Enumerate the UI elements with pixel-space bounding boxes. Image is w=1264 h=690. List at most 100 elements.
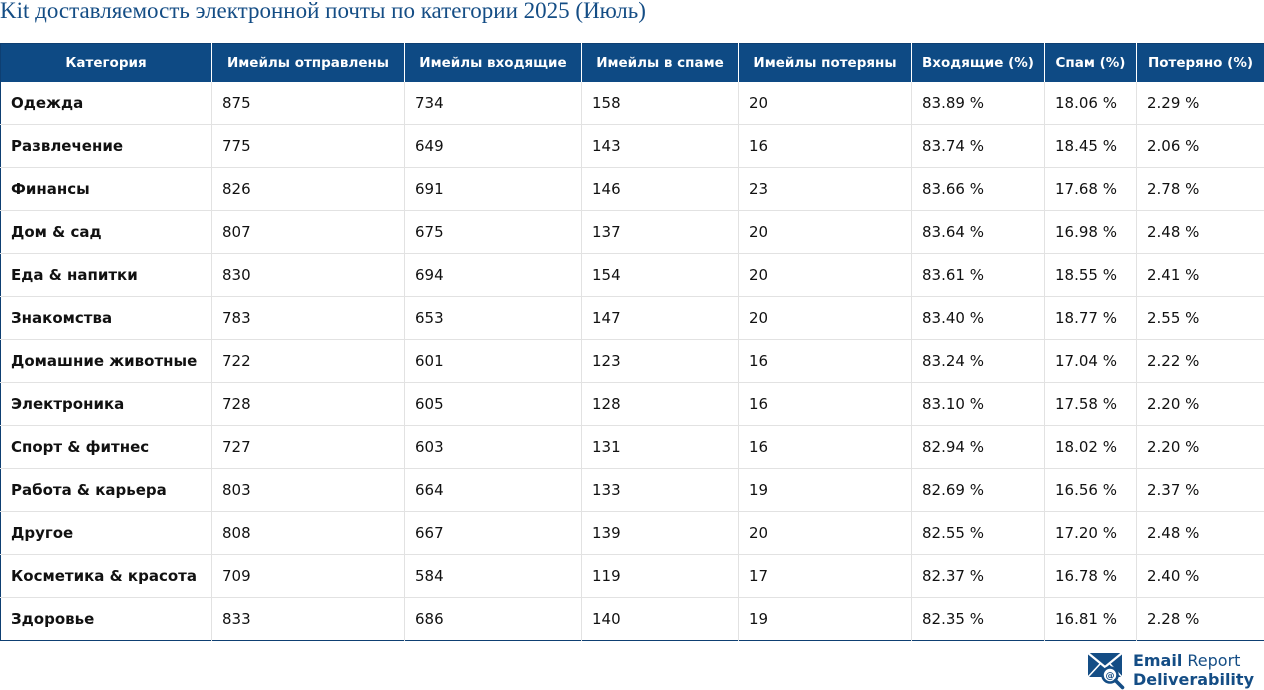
cell-inbox: 653 <box>405 297 582 340</box>
cell-lost: 16 <box>739 340 912 383</box>
cell-inbox-pct: 83.10 % <box>912 383 1045 426</box>
cell-sent: 830 <box>212 254 405 297</box>
cell-lost-pct: 2.40 % <box>1137 555 1264 598</box>
cell-lost: 19 <box>739 469 912 512</box>
cell-spam: 137 <box>582 211 739 254</box>
cell-inbox-pct: 83.66 % <box>912 168 1045 211</box>
cell-spam: 143 <box>582 125 739 168</box>
cell-spam-pct: 17.20 % <box>1045 512 1137 555</box>
cell-category: Дом & сад <box>1 211 212 254</box>
cell-inbox: 675 <box>405 211 582 254</box>
cell-inbox-pct: 82.35 % <box>912 598 1045 641</box>
cell-lost-pct: 2.48 % <box>1137 211 1264 254</box>
cell-lost-pct: 2.20 % <box>1137 383 1264 426</box>
cell-inbox-pct: 82.37 % <box>912 555 1045 598</box>
cell-category: Электроника <box>1 383 212 426</box>
cell-spam: 140 <box>582 598 739 641</box>
cell-spam: 131 <box>582 426 739 469</box>
deliverability-table-container: Категория Имейлы отправлены Имейлы входя… <box>0 43 1264 641</box>
cell-lost-pct: 2.22 % <box>1137 340 1264 383</box>
cell-inbox-pct: 82.94 % <box>912 426 1045 469</box>
cell-category: Другое <box>1 512 212 555</box>
column-header-sent[interactable]: Имейлы отправлены <box>212 44 405 83</box>
cell-lost: 20 <box>739 211 912 254</box>
cell-spam-pct: 17.68 % <box>1045 168 1137 211</box>
cell-inbox-pct: 83.64 % <box>912 211 1045 254</box>
cell-lost: 20 <box>739 254 912 297</box>
column-header-lost-pct[interactable]: Потеряно (%) <box>1137 44 1264 83</box>
cell-lost: 16 <box>739 426 912 469</box>
cell-category: Финансы <box>1 168 212 211</box>
cell-spam-pct: 18.02 % <box>1045 426 1137 469</box>
cell-inbox-pct: 82.55 % <box>912 512 1045 555</box>
column-header-spam-pct[interactable]: Спам (%) <box>1045 44 1137 83</box>
cell-category: Здоровье <box>1 598 212 641</box>
cell-inbox: 691 <box>405 168 582 211</box>
cell-inbox-pct: 83.40 % <box>912 297 1045 340</box>
cell-inbox-pct: 83.24 % <box>912 340 1045 383</box>
cell-spam: 158 <box>582 82 739 125</box>
cell-lost-pct: 2.78 % <box>1137 168 1264 211</box>
column-header-inbox[interactable]: Имейлы входящие <box>405 44 582 83</box>
cell-category: Знакомства <box>1 297 212 340</box>
cell-inbox-pct: 83.89 % <box>912 82 1045 125</box>
page-title: Kit доставляемость электронной почты по … <box>0 0 646 26</box>
cell-sent: 783 <box>212 297 405 340</box>
svg-text:@: @ <box>1105 671 1114 681</box>
cell-lost: 16 <box>739 125 912 168</box>
cell-inbox: 649 <box>405 125 582 168</box>
cell-inbox: 694 <box>405 254 582 297</box>
cell-spam-pct: 17.58 % <box>1045 383 1137 426</box>
cell-spam: 123 <box>582 340 739 383</box>
cell-sent: 833 <box>212 598 405 641</box>
brand-logo[interactable]: @ Email Report Deliverability <box>1087 650 1254 690</box>
table-header-row: Категория Имейлы отправлены Имейлы входя… <box>1 44 1264 83</box>
column-header-lost[interactable]: Имейлы потеряны <box>739 44 912 83</box>
cell-sent: 709 <box>212 555 405 598</box>
column-header-inbox-pct[interactable]: Входящие (%) <box>912 44 1045 83</box>
deliverability-table: Категория Имейлы отправлены Имейлы входя… <box>0 43 1264 641</box>
cell-spam-pct: 18.06 % <box>1045 82 1137 125</box>
cell-inbox: 605 <box>405 383 582 426</box>
cell-lost-pct: 2.37 % <box>1137 469 1264 512</box>
cell-inbox: 603 <box>405 426 582 469</box>
cell-lost: 19 <box>739 598 912 641</box>
cell-category: Спорт & фитнес <box>1 426 212 469</box>
cell-lost-pct: 2.55 % <box>1137 297 1264 340</box>
cell-category: Домашние животные <box>1 340 212 383</box>
cell-lost: 20 <box>739 297 912 340</box>
cell-lost: 17 <box>739 555 912 598</box>
cell-sent: 728 <box>212 383 405 426</box>
column-header-spam[interactable]: Имейлы в спаме <box>582 44 739 83</box>
cell-spam: 147 <box>582 297 739 340</box>
cell-category: Косметика & красота <box>1 555 212 598</box>
cell-lost: 20 <box>739 512 912 555</box>
cell-spam: 139 <box>582 512 739 555</box>
cell-spam: 119 <box>582 555 739 598</box>
column-header-category[interactable]: Категория <box>1 44 212 83</box>
cell-inbox-pct: 83.61 % <box>912 254 1045 297</box>
cell-category: Работа & карьера <box>1 469 212 512</box>
cell-spam: 133 <box>582 469 739 512</box>
cell-category: Еда & напитки <box>1 254 212 297</box>
cell-spam: 154 <box>582 254 739 297</box>
brand-word-email: Email <box>1133 651 1182 670</box>
cell-spam: 146 <box>582 168 739 211</box>
cell-sent: 807 <box>212 211 405 254</box>
cell-spam-pct: 16.81 % <box>1045 598 1137 641</box>
cell-spam-pct: 17.04 % <box>1045 340 1137 383</box>
cell-inbox: 601 <box>405 340 582 383</box>
cell-lost-pct: 2.48 % <box>1137 512 1264 555</box>
cell-lost-pct: 2.06 % <box>1137 125 1264 168</box>
